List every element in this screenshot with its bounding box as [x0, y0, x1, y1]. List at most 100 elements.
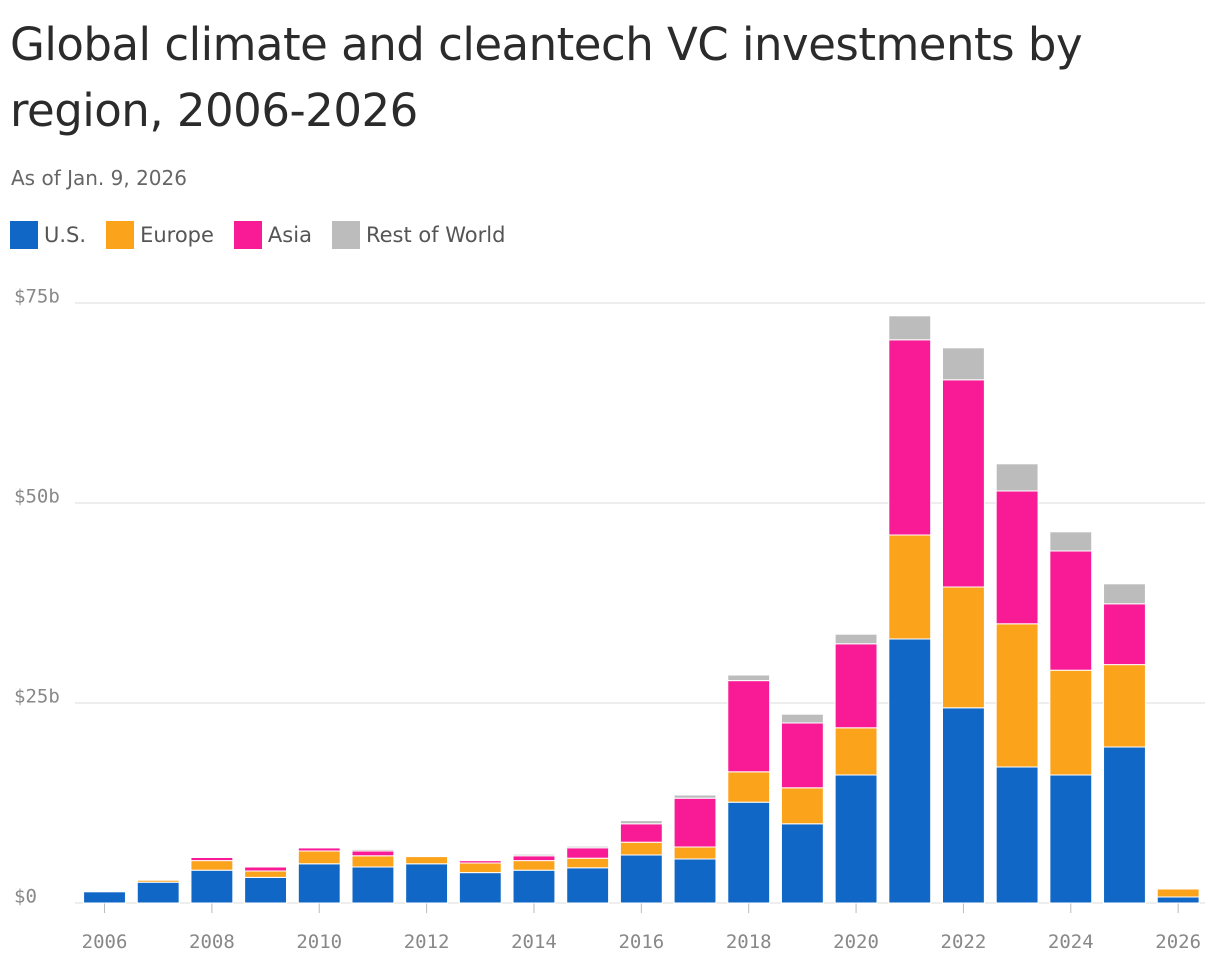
bar-segment	[1049, 669, 1093, 776]
bar-segment	[405, 863, 449, 904]
bar-segment	[727, 801, 771, 904]
bar-segment	[941, 347, 985, 381]
bar-segment	[941, 707, 985, 904]
bar-segment	[566, 847, 610, 859]
x-tick-label: 2018	[726, 931, 772, 953]
y-tick-label: $0	[14, 886, 37, 908]
x-tick-label: 2006	[82, 931, 128, 953]
bar-segment	[190, 860, 234, 871]
bar-segment	[941, 586, 985, 709]
bar-segment	[1156, 888, 1200, 898]
bar-segment	[619, 823, 663, 843]
bar-segment	[619, 820, 663, 825]
bar-segment	[995, 766, 1039, 904]
legend-label: Rest of World	[365, 223, 506, 247]
x-tick-label: 2016	[618, 931, 664, 953]
legend-label: U.S.	[44, 223, 87, 247]
bar-segment	[995, 623, 1039, 768]
bar-segment	[512, 860, 556, 871]
bar-segment	[780, 787, 824, 825]
chart-title: Global climate and cleantech VC investme…	[10, 18, 1083, 137]
bar-segment	[512, 853, 556, 857]
bar-segment	[566, 867, 610, 904]
bar-segment	[727, 771, 771, 803]
bar-segment	[888, 638, 932, 904]
bar-segment	[673, 846, 717, 860]
bar-segment	[136, 879, 180, 883]
bar-segment	[834, 774, 878, 904]
bar-segment	[727, 674, 771, 682]
bar-segment	[351, 850, 395, 857]
legend-swatch	[233, 221, 262, 249]
bar-segment	[1103, 746, 1146, 904]
legend-item: U.S.	[10, 221, 86, 249]
bar-segment	[1049, 774, 1093, 904]
bar-segment	[780, 722, 824, 789]
y-tick-label: $25b	[14, 686, 60, 708]
bar-segment	[297, 863, 341, 904]
bar-segment	[297, 850, 341, 865]
bar-segment	[888, 315, 932, 341]
bar-segment	[1049, 531, 1093, 552]
bar-segment	[512, 869, 556, 904]
x-tick-label: 2008	[189, 931, 235, 953]
bar-segment	[458, 862, 502, 874]
bar-segment	[834, 633, 878, 645]
x-tick-label: 2012	[404, 931, 450, 953]
chart-subtitle: As of Jan. 9, 2026	[11, 166, 187, 190]
legend-swatch	[106, 221, 135, 249]
bar-segment	[351, 855, 395, 868]
bar-segment	[1049, 550, 1093, 671]
legend-item: Asia	[233, 221, 312, 249]
bar-segment	[1103, 583, 1146, 605]
y-tick-label: $75b	[14, 286, 60, 308]
bar-segment	[995, 463, 1039, 492]
bar-segment	[512, 855, 556, 862]
bar-segment	[1103, 603, 1146, 666]
bar-segment	[673, 794, 717, 799]
y-tick-label: $50b	[14, 486, 60, 508]
bar-segment	[941, 379, 985, 588]
bar-segment	[351, 866, 395, 904]
bar-segment	[780, 823, 824, 904]
bar-segment	[619, 841, 663, 856]
bar-segment	[1103, 664, 1146, 748]
legend: U.S. Europe Asia Rest of World	[10, 221, 505, 249]
bar-segment	[888, 339, 932, 536]
bar-segment	[351, 848, 395, 852]
legend-item: Europe	[106, 221, 214, 249]
bar-segment	[619, 854, 663, 904]
bar-segment	[244, 870, 288, 878]
bar-segment	[244, 866, 288, 872]
legend-swatch	[331, 221, 360, 249]
bar-segment	[83, 891, 126, 904]
legend-label: Europe	[140, 223, 214, 247]
bar-segment	[136, 881, 180, 904]
x-tick-label: 2020	[833, 931, 879, 953]
bar-segment	[673, 858, 717, 904]
legend-label: Asia	[267, 223, 312, 247]
bar-segment	[297, 846, 341, 849]
bar-segment	[566, 857, 610, 869]
bar-segment	[995, 490, 1039, 625]
bar-segment	[190, 856, 234, 858]
bar-segment	[458, 872, 502, 904]
bar-segment	[1156, 896, 1200, 904]
bar-segment	[673, 797, 717, 848]
x-tick-label: 2014	[511, 931, 557, 953]
bar-segment	[190, 869, 234, 904]
bar-segment	[834, 727, 878, 776]
bar-segment	[780, 713, 824, 724]
bar-segment	[834, 643, 878, 729]
bar-segment	[566, 845, 610, 849]
bar-segment	[727, 680, 771, 773]
x-tick-label: 2022	[941, 931, 987, 953]
bar-segment	[244, 865, 288, 868]
x-tick-label: 2026	[1155, 931, 1201, 953]
bar-segment	[405, 856, 449, 865]
x-tick-label: 2010	[296, 931, 342, 953]
legend-swatch	[10, 221, 38, 249]
bar-segment	[244, 876, 288, 904]
